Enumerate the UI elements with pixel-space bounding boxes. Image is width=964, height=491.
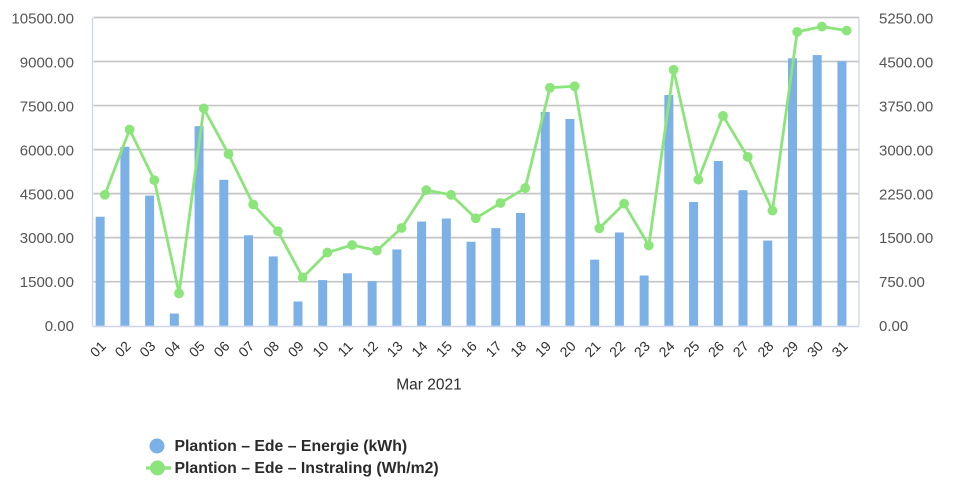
svg-text:6000.00: 6000.00 [20,142,74,159]
svg-text:2250.00: 2250.00 [879,186,933,203]
svg-text:0.00: 0.00 [879,318,908,335]
svg-text:3750.00: 3750.00 [879,99,933,116]
svg-text:0.00: 0.00 [45,318,74,335]
svg-text:4500.00: 4500.00 [879,55,933,72]
svg-text:750.00: 750.00 [879,274,925,291]
svg-text:7500.00: 7500.00 [20,99,74,116]
svg-text:10500.00: 10500.00 [11,11,74,28]
svg-text:1500.00: 1500.00 [879,230,933,247]
svg-text:Plantion – Ede – Instraling (W: Plantion – Ede – Instraling (Wh/m2) [175,460,439,477]
svg-text:3000.00: 3000.00 [20,230,74,247]
svg-text:Mar 2021: Mar 2021 [396,376,461,393]
svg-text:9000.00: 9000.00 [20,55,74,72]
svg-text:4500.00: 4500.00 [20,186,74,203]
svg-text:1500.00: 1500.00 [20,274,74,291]
svg-text:3000.00: 3000.00 [879,142,933,159]
svg-text:Plantion – Ede – Energie (kWh): Plantion – Ede – Energie (kWh) [175,438,408,455]
svg-text:5250.00: 5250.00 [879,11,933,28]
